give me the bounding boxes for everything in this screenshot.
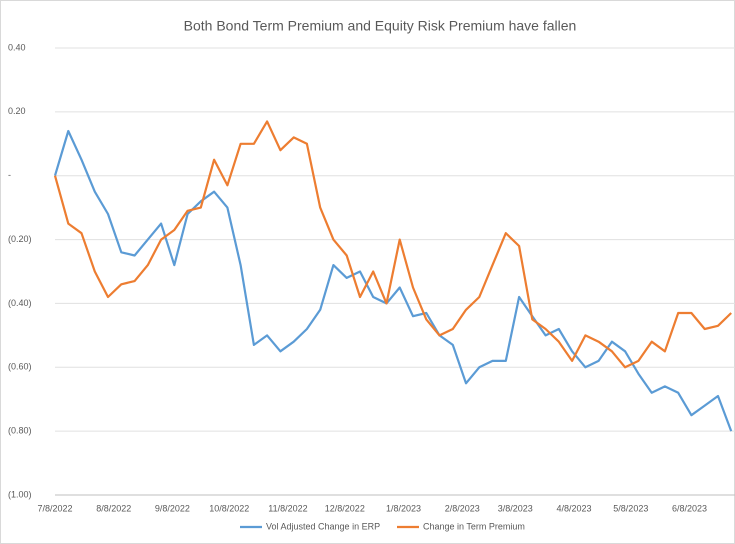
y-tick-label: (0.40) (8, 298, 32, 308)
y-tick-label: 0.20 (8, 106, 26, 116)
x-tick-label: 7/8/2022 (37, 503, 72, 513)
x-tick-label: 3/8/2023 (498, 503, 533, 513)
x-tick-label: 1/8/2023 (386, 503, 421, 513)
y-tick-label: - (8, 170, 11, 180)
y-tick-label: (0.80) (8, 426, 32, 436)
legend-label: Change in Term Premium (423, 521, 525, 531)
x-tick-label: 10/8/2022 (209, 503, 249, 513)
x-tick-label: 5/8/2023 (613, 503, 648, 513)
x-tick-label: 6/8/2023 (672, 503, 707, 513)
y-tick-label: (0.60) (8, 362, 32, 372)
x-tick-label: 9/8/2022 (155, 503, 190, 513)
y-tick-label: (1.00) (8, 489, 32, 499)
x-tick-label: 8/8/2022 (96, 503, 131, 513)
chart-title: Both Bond Term Premium and Equity Risk P… (184, 18, 577, 34)
series-line (53, 120, 732, 369)
x-tick-label: 4/8/2023 (556, 503, 591, 513)
y-tick-label: 0.40 (8, 42, 26, 52)
x-tick-label: 12/8/2022 (325, 503, 365, 513)
series-line (53, 129, 733, 432)
x-tick-label: 2/8/2023 (445, 503, 480, 513)
x-tick-label: 11/8/2022 (268, 503, 307, 513)
legend-label: Vol Adjusted Change in ERP (266, 521, 380, 531)
y-tick-label: (0.20) (8, 234, 32, 244)
